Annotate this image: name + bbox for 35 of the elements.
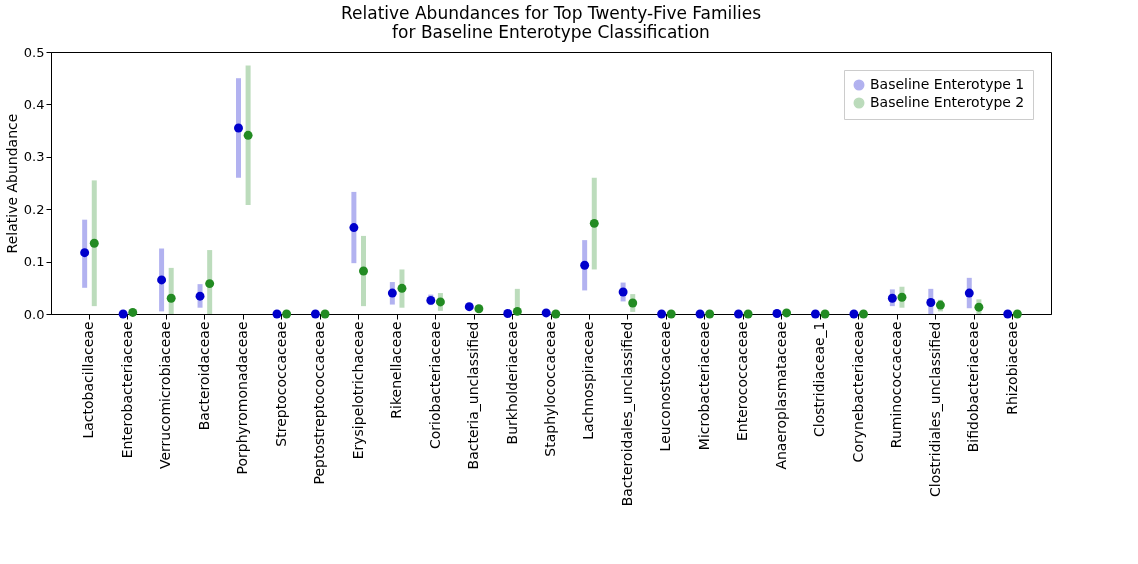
x-tick-label: Bacteroidales_unclassified — [618, 321, 635, 507]
y-tick-label: 0.2 — [23, 201, 45, 217]
y-tick-label: 0.1 — [23, 254, 45, 270]
x-tick-label: Enterococcaceae — [734, 321, 751, 442]
x-tick-label: Coriobacteriaceae — [426, 321, 443, 450]
x-tick-label: Corynebacteriaceae — [849, 321, 866, 463]
y-tick-label: 0.3 — [23, 149, 45, 165]
x-tick-label: Streptococcaceae — [272, 321, 289, 447]
y-tick-label: 0.4 — [23, 96, 45, 112]
x-tick-label: Ruminococcaceae — [888, 321, 905, 449]
x-tick-label: Rikenellaceae — [388, 321, 405, 419]
x-tick-label: Porphyromonadaceae — [234, 321, 251, 475]
x-tick-label: Burkholderiaceae — [503, 321, 520, 445]
x-tick-label: Enterobacteriaceae — [118, 321, 135, 459]
x-tick-label: Leuconostocaceae — [657, 321, 674, 452]
x-tick-label: Staphylococcaceae — [542, 321, 558, 457]
y-tick-label: 0.5 — [23, 44, 45, 60]
legend-label: Baseline Enterotype 1 — [870, 76, 1025, 92]
chart-title: Relative Abundances for Top Twenty-Five Families for Baseline Enterotype Classification — [341, 3, 762, 42]
x-tick-label: Anaeroplasmataceae — [772, 321, 789, 470]
x-tick-label: Lactobacillaceae — [80, 321, 97, 439]
x-tick-label: Bacteroidaceae — [195, 321, 212, 431]
x-tick-label: Verrucomicrobiaceae — [157, 321, 174, 470]
x-tick-label: Rhizobiaceae — [1003, 321, 1020, 415]
x-tick-label: Clostridiales_unclassified — [926, 321, 943, 498]
x-tick-label: Lachnospiraceae — [580, 321, 597, 440]
y-axis-title: Relative Abundance — [3, 113, 20, 254]
x-tick-label: Erysipelotrichaceae — [349, 321, 366, 460]
x-tick-label: Clostridiaceae_1 — [811, 321, 828, 437]
x-tick-label: Microbacteriaceae — [695, 321, 712, 451]
x-tick-label: Bifidobacteriaceae — [965, 321, 982, 453]
x-tick-label: Bacteria_unclassified — [465, 321, 482, 470]
legend-label: Baseline Enterotype 2 — [870, 94, 1025, 110]
x-tick-label: Peptostreptococcaceae — [311, 321, 328, 485]
y-tick-label: 0.0 — [23, 306, 45, 322]
